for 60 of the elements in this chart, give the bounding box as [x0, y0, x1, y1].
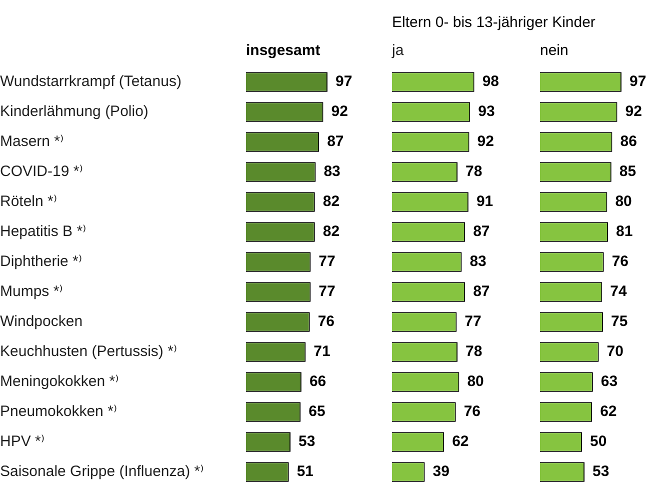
data-label: 93 [478, 103, 495, 120]
data-label: 86 [620, 133, 637, 150]
data-label: 71 [314, 343, 330, 360]
data-label: 77 [318, 253, 336, 270]
chart-title: Eltern 0- bis 13-jähriger Kinder [392, 14, 596, 31]
data-label: 70 [606, 343, 624, 360]
data-label: 77 [464, 313, 482, 330]
data-label: 87 [473, 283, 490, 300]
data-label: 80 [467, 373, 484, 390]
y-tick-label: Meningokokken *⁾ [0, 373, 119, 390]
data-label: 83 [470, 253, 486, 270]
y-tick-label: Mumps *⁾ [0, 283, 63, 300]
y-tick-label: COVID-19 *⁾ [0, 163, 83, 180]
data-label: 92 [331, 103, 348, 120]
data-label: 65 [308, 403, 326, 420]
y-tick-label: Wundstarrkrampf (Tetanus) [0, 73, 182, 90]
data-label: 85 [619, 163, 636, 180]
y-tick-label: Keuchhusten (Pertussis) *⁾ [0, 343, 178, 360]
data-label: 98 [482, 73, 500, 90]
y-tick-label: Hepatitis B *⁾ [0, 223, 86, 240]
data-label: 53 [298, 433, 316, 450]
data-label: 62 [452, 433, 469, 450]
data-label: 50 [590, 433, 607, 450]
data-label: 97 [629, 73, 646, 90]
data-label: 66 [309, 373, 326, 390]
data-label: 62 [600, 403, 617, 420]
y-tick-label: Kinderlähmung (Polio) [0, 103, 148, 120]
data-label: 82 [322, 223, 340, 240]
y-tick-label: Diphtherie *⁾ [0, 253, 82, 270]
data-label: 83 [324, 163, 340, 180]
y-tick-label: Röteln *⁾ [0, 193, 58, 210]
data-label: 76 [612, 253, 629, 270]
data-label: 77 [318, 283, 336, 300]
data-label: 78 [466, 163, 482, 180]
data-label: 97 [335, 73, 352, 90]
data-label: 76 [318, 313, 335, 330]
data-label: 92 [477, 133, 494, 150]
data-label: 53 [592, 463, 610, 480]
data-label: 74 [610, 283, 628, 300]
data-label: 80 [615, 193, 632, 210]
data-label: 81 [616, 223, 633, 240]
data-label: 39 [432, 463, 450, 480]
data-label: 63 [600, 373, 618, 390]
chart-title: nein [540, 42, 568, 59]
data-label: 91 [476, 193, 494, 210]
data-label: 87 [327, 133, 344, 150]
y-tick-label: Saisonale Grippe (Influenza) *⁾ [0, 463, 204, 480]
data-label: 78 [466, 343, 482, 360]
chart-title: insgesamt [246, 42, 320, 59]
data-label: 51 [296, 463, 314, 480]
y-tick-label: Pneumokokken *⁾ [0, 403, 118, 420]
data-label: 87 [473, 223, 490, 240]
y-tick-label: Windpocken [0, 313, 83, 330]
y-tick-label: HPV *⁾ [0, 433, 45, 450]
y-tick-label: Masern *⁾ [0, 133, 64, 150]
data-label: 82 [322, 193, 340, 210]
data-label: 92 [625, 103, 642, 120]
data-label: 75 [611, 313, 628, 330]
chart-subtitle: ja [392, 42, 404, 59]
data-label: 76 [464, 403, 481, 420]
